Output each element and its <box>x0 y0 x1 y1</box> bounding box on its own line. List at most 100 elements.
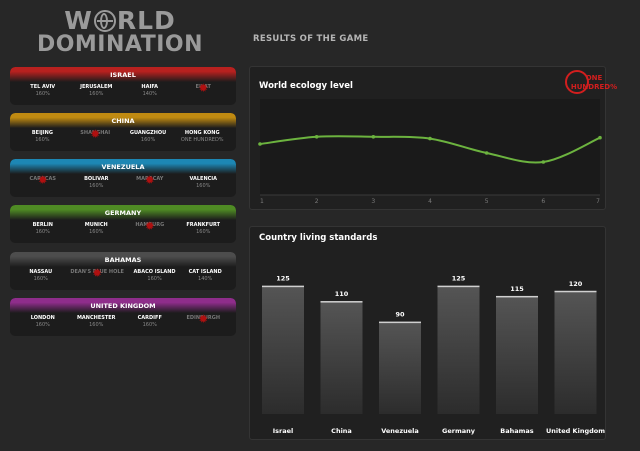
city-percent: 140% <box>142 91 157 97</box>
country-name: UNITED KINGDOM <box>10 298 236 313</box>
x-tick-label: 1 <box>260 198 264 205</box>
city-item: HONG KONG ONE HUNDRED% <box>181 130 224 144</box>
city-item: MANCHESTER 160% <box>76 315 116 329</box>
city-percent: 160% <box>89 229 104 235</box>
city-list: LONDON 160% MANCHESTER 160% CARDIFF 160% EDINB… <box>10 313 236 329</box>
x-tick-label: 2 <box>315 198 319 205</box>
city-name: HAMBURG <box>135 222 165 228</box>
bar-top-highlight <box>437 285 480 288</box>
city-item: BERLIN 160% <box>23 222 63 236</box>
city-name: BERLIN <box>32 222 53 228</box>
city-name: JERUSALEM <box>80 84 113 90</box>
city-name: CARACAS <box>29 176 56 182</box>
country-card-germany: GERMANY BERLIN 160% MUNICH 160% HAMBURG ✹ FRAN… <box>10 205 236 243</box>
bar-china <box>320 301 363 414</box>
ecology-stamp: ONE HUNDRED% <box>565 70 623 98</box>
city-item: EDINBURGH ✹ <box>183 313 223 329</box>
logo-rld: RLD <box>116 6 176 35</box>
country-card-israel: ISRAEL TEL AVIV 160% JERUSALEM 160% HAIFA 140%… <box>10 67 236 105</box>
city-name: DEAN'S BLUE HOLE <box>70 269 124 275</box>
city-percent: 160% <box>89 322 104 328</box>
category-label: United Kingdom <box>546 427 605 435</box>
x-tick-label: 6 <box>541 198 545 205</box>
city-name: HONG KONG <box>184 130 220 136</box>
ecology-stamp-text: ONE HUNDRED% <box>570 74 618 91</box>
city-item: GUANGZHOU 160% <box>128 130 168 144</box>
city-name: BEIJING <box>31 130 53 136</box>
city-name: FRANKFURT <box>186 222 221 228</box>
city-name: SHANGHAI <box>80 130 111 136</box>
blood-splat-icon: ✹ <box>144 173 155 187</box>
country-card-venezuela: VENEZUELA CARACAS ✹ BOLIVAR 160% MARACAY ✹ VA… <box>10 159 236 197</box>
city-percent: 160% <box>35 137 50 143</box>
city-name: TEL AVIV <box>30 84 56 90</box>
ecology-point <box>428 136 432 141</box>
blood-splat-icon: ✹ <box>90 127 101 141</box>
city-item: HAMBURG ✹ <box>130 219 170 236</box>
country-name: VENEZUELA <box>10 159 236 174</box>
country-name: BAHAMAS <box>10 252 236 267</box>
city-item: CARACAS ✹ <box>23 174 63 190</box>
city-list: CARACAS ✹ BOLIVAR 160% MARACAY ✹ VALENCIA 160… <box>10 174 236 190</box>
bar-top-highlight <box>496 295 538 298</box>
city-percent: 160% <box>147 276 162 282</box>
city-item: MUNICH 160% <box>76 222 116 236</box>
stamp-ring-icon <box>565 70 589 94</box>
city-name: CAT ISLAND <box>188 269 222 275</box>
country-name: CHINA <box>10 113 236 128</box>
city-percent: 160% <box>35 322 50 328</box>
city-list: TEL AVIV 160% JERUSALEM 160% HAIFA 140% EILAT … <box>10 82 236 98</box>
bar-value-label: 125 <box>276 275 290 283</box>
city-item: SHANGHAI ✹ <box>75 127 115 144</box>
city-item: CARDIFF 160% <box>130 315 170 329</box>
city-name: MANCHESTER <box>76 315 116 321</box>
x-tick-label: 5 <box>485 198 489 205</box>
city-list: NASSAU 160% DEAN'S BLUE HOLE ✹ ABACO ISLAND… <box>10 267 236 283</box>
city-item: DEAN'S BLUE HOLE ✹ <box>70 266 124 283</box>
blood-splat-icon: ✹ <box>198 81 209 95</box>
city-percent: 160% <box>89 183 104 189</box>
city-percent: 160% <box>35 229 50 235</box>
city-percent: 140% <box>198 276 213 282</box>
city-name: HAIFA <box>141 84 159 90</box>
city-percent: 160% <box>196 229 211 235</box>
bar-united-kingdom <box>554 290 597 414</box>
ecology-point <box>484 151 489 155</box>
bar-value-label: 125 <box>452 275 466 283</box>
bar-value-label: 115 <box>510 285 524 293</box>
blood-splat-icon: ✹ <box>92 266 103 280</box>
category-label: Israel <box>273 427 294 435</box>
ecology-point <box>541 160 546 164</box>
living-standards-title: Country living standards <box>259 233 378 243</box>
country-name: ISRAEL <box>10 67 236 82</box>
category-label: China <box>331 427 352 435</box>
blood-splat-icon: ✹ <box>144 219 155 233</box>
logo-line-1: W RLD <box>30 8 210 33</box>
city-name: LONDON <box>30 315 55 321</box>
x-tick-label: 4 <box>428 198 432 205</box>
city-list: BEIJING 160% SHANGHAI ✹ GUANGZHOU 160% HONG K… <box>10 128 236 144</box>
country-name: GERMANY <box>10 205 236 220</box>
logo-w: W <box>64 6 93 35</box>
bar-value-label: 90 <box>395 311 405 319</box>
city-item: NASSAU 160% <box>21 269 61 283</box>
ecology-point <box>598 135 602 140</box>
bar-top-highlight <box>379 321 421 324</box>
world-domination-logo: W RLD DOMINATION <box>30 8 210 56</box>
bar-germany <box>437 285 480 414</box>
bar-value-label: 110 <box>335 290 349 298</box>
bar-top-highlight <box>320 301 363 303</box>
city-name: MARACAY <box>136 176 164 182</box>
city-percent: 160% <box>33 276 48 282</box>
city-item: MARACAY ✹ <box>130 173 170 190</box>
city-name: CARDIFF <box>137 315 162 321</box>
city-name: BOLIVAR <box>84 176 109 182</box>
city-percent: 160% <box>89 91 104 97</box>
x-tick-label: 7 <box>596 198 600 205</box>
city-name: NASSAU <box>29 269 53 275</box>
city-name: EDINBURGH <box>186 315 221 321</box>
ecology-point <box>258 142 262 146</box>
city-name: GUANGZHOU <box>129 130 167 136</box>
city-percent: 160% <box>35 91 50 97</box>
bar-bahamas <box>496 295 538 414</box>
